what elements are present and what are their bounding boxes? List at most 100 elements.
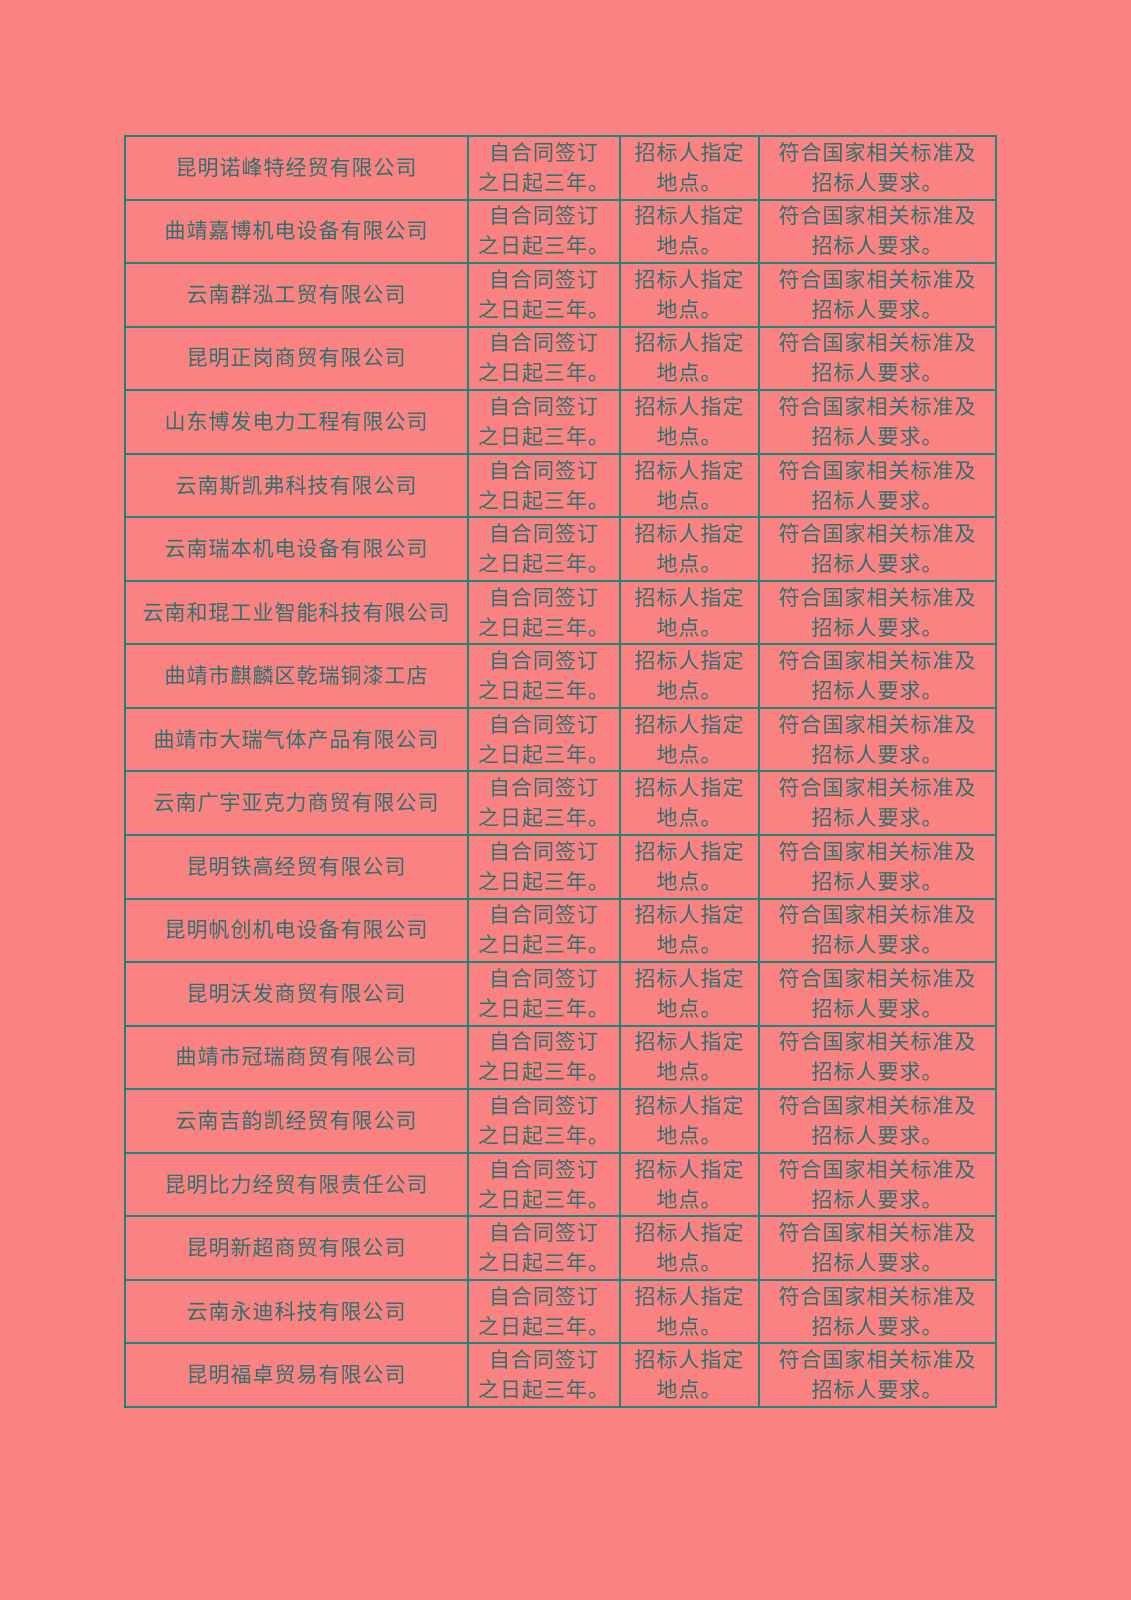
location-cell: 招标人指定 地点。: [619, 1215, 760, 1281]
location-cell: 招标人指定 地点。: [619, 452, 760, 519]
table-row: 曲靖嘉博机电设备有限公司 自合同签订 之日起三年。 招标人指定 地点。 符合国家相关标准及…: [124, 198, 997, 265]
quality-cell: 符合国家相关标准及 招标人要求。: [758, 198, 997, 265]
table-row: 云南瑞本机电设备有限公司 自合同签订 之日起三年。 招标人指定 地点。 符合国家相关标准及…: [124, 516, 997, 582]
quality-cell: 符合国家相关标准及 招标人要求。: [758, 961, 997, 1027]
table-row: 昆明福卓贸易有限公司 自合同签订 之日起三年。 招标人指定 地点。 符合国家相关标准及 招标…: [124, 1342, 997, 1408]
quality-cell: 符合国家相关标准及 招标人要求。: [758, 706, 997, 773]
table-row: 昆明沃发商贸有限公司 自合同签订 之日起三年。 招标人指定 地点。 符合国家相关标准及 招标…: [124, 961, 997, 1027]
quality-cell: 符合国家相关标准及 招标人要求。: [758, 579, 997, 646]
duration-cell: 自合同签订 之日起三年。: [467, 1278, 621, 1345]
company-cell: 昆明铁高经贸有限公司: [124, 834, 469, 900]
quality-cell: 符合国家相关标准及 招标人要求。: [758, 1278, 997, 1345]
table-row: 昆明新超商贸有限公司 自合同签订 之日起三年。 招标人指定 地点。 符合国家相关标准及 招标…: [124, 1215, 997, 1281]
company-cell: 云南吉韵凯经贸有限公司: [124, 1088, 469, 1154]
table-row: 曲靖市大瑞气体产品有限公司 自合同签订 之日起三年。 招标人指定 地点。 符合国家相关标准…: [124, 706, 997, 773]
location-cell: 招标人指定 地点。: [619, 1278, 760, 1345]
quality-cell: 符合国家相关标准及 招标人要求。: [758, 770, 997, 837]
duration-cell: 自合同签订 之日起三年。: [467, 579, 621, 646]
company-cell: 昆明沃发商贸有限公司: [124, 961, 469, 1027]
table-row: 昆明正岗商贸有限公司 自合同签订 之日起三年。 招标人指定 地点。 符合国家相关标准及 招标…: [124, 325, 997, 392]
duration-cell: 自合同签订 之日起三年。: [467, 643, 621, 709]
duration-cell: 自合同签订 之日起三年。: [467, 262, 621, 328]
location-cell: 招标人指定 地点。: [619, 262, 760, 328]
location-cell: 招标人指定 地点。: [619, 516, 760, 582]
quality-cell: 符合国家相关标准及 招标人要求。: [758, 1024, 997, 1091]
quality-cell: 符合国家相关标准及 招标人要求。: [758, 1215, 997, 1281]
duration-cell: 自合同签订 之日起三年。: [467, 1024, 621, 1091]
duration-cell: 自合同签订 之日起三年。: [467, 1342, 621, 1408]
duration-cell: 自合同签订 之日起三年。: [467, 198, 621, 265]
company-cell: 云南斯凯弗科技有限公司: [124, 452, 469, 519]
duration-cell: 自合同签订 之日起三年。: [467, 961, 621, 1027]
table-row: 昆明比力经贸有限责任公司 自合同签订 之日起三年。 招标人指定 地点。 符合国家相关标准及…: [124, 1151, 997, 1218]
location-cell: 招标人指定 地点。: [619, 770, 760, 837]
quality-cell: 符合国家相关标准及 招标人要求。: [758, 1151, 997, 1218]
table-row: 云南吉韵凯经贸有限公司 自合同签订 之日起三年。 招标人指定 地点。 符合国家相关标准及招…: [124, 1088, 997, 1154]
location-cell: 招标人指定 地点。: [619, 706, 760, 773]
duration-cell: 自合同签订 之日起三年。: [467, 389, 621, 455]
duration-cell: 自合同签订 之日起三年。: [467, 1215, 621, 1281]
quality-cell: 符合国家相关标准及 招标人要求。: [758, 262, 997, 328]
location-cell: 招标人指定 地点。: [619, 1342, 760, 1408]
location-cell: 招标人指定 地点。: [619, 1151, 760, 1218]
company-cell: 云南永迪科技有限公司: [124, 1278, 469, 1345]
company-cell: 昆明比力经贸有限责任公司: [124, 1151, 469, 1218]
table-row: 云南永迪科技有限公司 自合同签订 之日起三年。 招标人指定 地点。 符合国家相关标准及 招标…: [124, 1278, 997, 1345]
location-cell: 招标人指定 地点。: [619, 1024, 760, 1091]
location-cell: 招标人指定 地点。: [619, 579, 760, 646]
table-row: 昆明铁高经贸有限公司 自合同签订 之日起三年。 招标人指定 地点。 符合国家相关标准及 招标…: [124, 834, 997, 900]
table-row: 昆明帆创机电设备有限公司 自合同签订 之日起三年。 招标人指定 地点。 符合国家相关标准及…: [124, 897, 997, 964]
location-cell: 招标人指定 地点。: [619, 198, 760, 265]
quality-cell: 符合国家相关标准及 招标人要求。: [758, 834, 997, 900]
table-row: 云南斯凯弗科技有限公司 自合同签订 之日起三年。 招标人指定 地点。 符合国家相关标准及招…: [124, 452, 997, 519]
company-cell: 云南瑞本机电设备有限公司: [124, 516, 469, 582]
company-cell: 昆明福卓贸易有限公司: [124, 1342, 469, 1408]
location-cell: 招标人指定 地点。: [619, 325, 760, 392]
company-cell: 曲靖市大瑞气体产品有限公司: [124, 706, 469, 773]
company-cell: 曲靖市麒麟区乾瑞铜漆工店: [124, 643, 469, 709]
company-cell: 云南群泓工贸有限公司: [124, 262, 469, 328]
location-cell: 招标人指定 地点。: [619, 389, 760, 455]
table-row: 曲靖市冠瑞商贸有限公司 自合同签订 之日起三年。 招标人指定 地点。 符合国家相关标准及招…: [124, 1024, 997, 1091]
table-row: 曲靖市麒麟区乾瑞铜漆工店 自合同签订 之日起三年。 招标人指定 地点。 符合国家相关标准及…: [124, 643, 997, 709]
location-cell: 招标人指定 地点。: [619, 135, 760, 201]
company-cell: 昆明正岗商贸有限公司: [124, 325, 469, 392]
duration-cell: 自合同签订 之日起三年。: [467, 706, 621, 773]
quality-cell: 符合国家相关标准及 招标人要求。: [758, 389, 997, 455]
duration-cell: 自合同签订 之日起三年。: [467, 516, 621, 582]
company-cell: 昆明诺峰特经贸有限公司: [124, 135, 469, 201]
quality-cell: 符合国家相关标准及 招标人要求。: [758, 135, 997, 201]
supplier-table-body: 昆明诺峰特经贸有限公司 自合同签订 之日起三年。 招标人指定 地点。 符合国家相关标准及招…: [124, 135, 997, 1408]
duration-cell: 自合同签订 之日起三年。: [467, 1151, 621, 1218]
duration-cell: 自合同签订 之日起三年。: [467, 452, 621, 519]
location-cell: 招标人指定 地点。: [619, 961, 760, 1027]
duration-cell: 自合同签订 之日起三年。: [467, 834, 621, 900]
duration-cell: 自合同签订 之日起三年。: [467, 325, 621, 392]
supplier-table: 昆明诺峰特经贸有限公司 自合同签订 之日起三年。 招标人指定 地点。 符合国家相关标准及招…: [124, 135, 997, 1408]
table-row: 云南和琨工业智能科技有限公司 自合同签订 之日起三年。 招标人指定 地点。 符合国家相关标…: [124, 579, 997, 646]
duration-cell: 自合同签订 之日起三年。: [467, 897, 621, 964]
quality-cell: 符合国家相关标准及 招标人要求。: [758, 1342, 997, 1408]
company-cell: 云南和琨工业智能科技有限公司: [124, 579, 469, 646]
duration-cell: 自合同签订 之日起三年。: [467, 1088, 621, 1154]
location-cell: 招标人指定 地点。: [619, 1088, 760, 1154]
company-cell: 曲靖嘉博机电设备有限公司: [124, 198, 469, 265]
company-cell: 云南广宇亚克力商贸有限公司: [124, 770, 469, 837]
quality-cell: 符合国家相关标准及 招标人要求。: [758, 1088, 997, 1154]
company-cell: 昆明帆创机电设备有限公司: [124, 897, 469, 964]
location-cell: 招标人指定 地点。: [619, 643, 760, 709]
table-row: 云南广宇亚克力商贸有限公司 自合同签订 之日起三年。 招标人指定 地点。 符合国家相关标准…: [124, 770, 997, 837]
duration-cell: 自合同签订 之日起三年。: [467, 135, 621, 201]
quality-cell: 符合国家相关标准及 招标人要求。: [758, 643, 997, 709]
location-cell: 招标人指定 地点。: [619, 897, 760, 964]
quality-cell: 符合国家相关标准及 招标人要求。: [758, 325, 997, 392]
quality-cell: 符合国家相关标准及 招标人要求。: [758, 452, 997, 519]
quality-cell: 符合国家相关标准及 招标人要求。: [758, 516, 997, 582]
company-cell: 山东博发电力工程有限公司: [124, 389, 469, 455]
location-cell: 招标人指定 地点。: [619, 834, 760, 900]
quality-cell: 符合国家相关标准及 招标人要求。: [758, 897, 997, 964]
table-row: 山东博发电力工程有限公司 自合同签订 之日起三年。 招标人指定 地点。 符合国家相关标准及…: [124, 389, 997, 455]
table-row: 昆明诺峰特经贸有限公司 自合同签订 之日起三年。 招标人指定 地点。 符合国家相关标准及招…: [124, 135, 997, 201]
company-cell: 曲靖市冠瑞商贸有限公司: [124, 1024, 469, 1091]
